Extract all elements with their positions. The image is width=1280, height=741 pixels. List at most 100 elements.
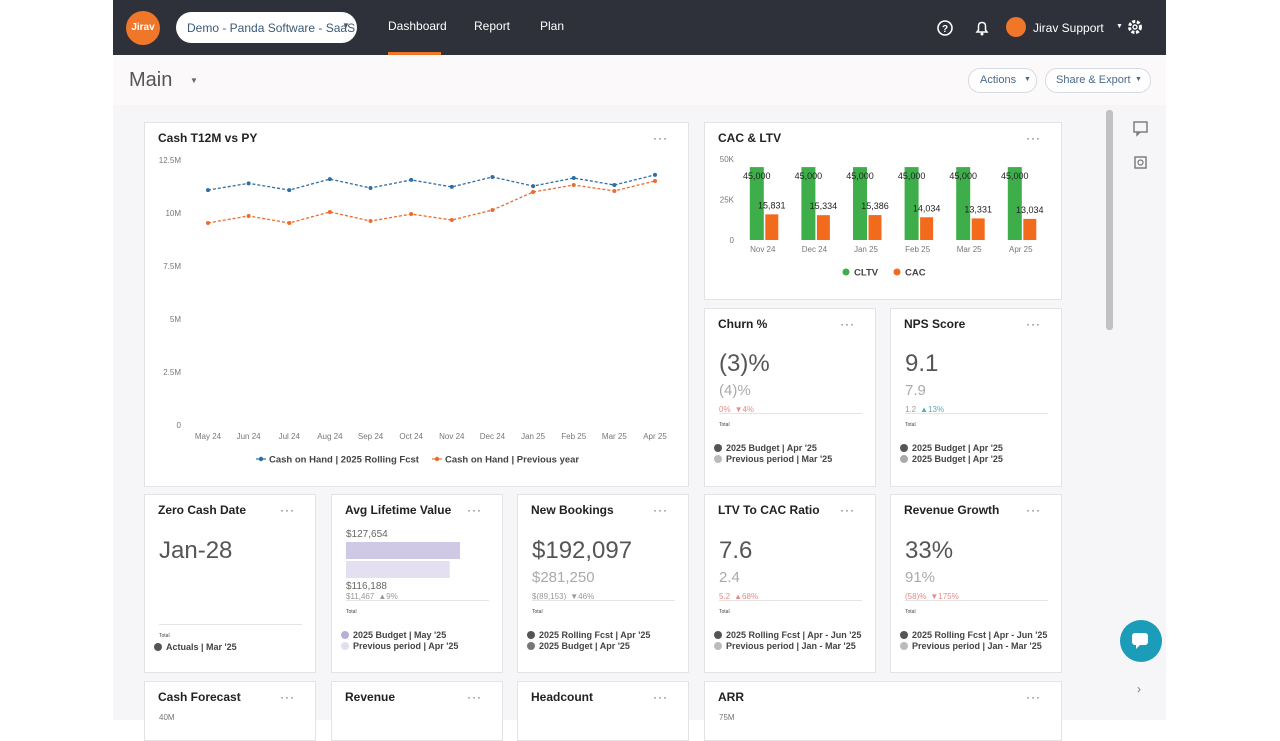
kpi-deltas: 0% ▼4% [719,405,758,414]
bar [749,167,764,240]
legend-item: Previous period | Jan - Mar '25 [714,641,861,652]
widget-menu[interactable]: ··· [1026,690,1041,704]
bar [956,167,971,240]
data-point [327,209,332,214]
legend-dot [341,642,349,650]
data-label: 45,000 [846,171,874,181]
bar [1023,218,1037,240]
page-title[interactable]: Main [129,69,173,91]
widget-title: Cash Forecast [158,690,241,704]
widget-menu[interactable]: ··· [280,503,295,517]
comparison-bar [346,561,450,578]
widget-menu[interactable]: ··· [467,503,482,517]
widget-menu[interactable]: ··· [1026,317,1041,331]
data-point [327,177,332,182]
workspace-name: Demo - Panda Software - SaaS [187,21,356,35]
legend-label: Previous period | Apr '25 [353,641,459,651]
chat-button[interactable] [1120,620,1162,662]
bell-icon[interactable] [972,18,992,38]
legend-dot [434,456,440,462]
data-label: 15,386 [861,201,889,211]
legend-label: 2025 Rolling Fcst | Apr - Jun '25 [726,630,862,640]
kpi-deltas: (58)% ▼175% [905,592,963,601]
data-label: 45,000 [949,171,977,181]
widget-menu[interactable]: ··· [1026,503,1041,517]
avatar[interactable] [1006,17,1026,37]
widget-card: CAC & LTV ··· 0 25K 50K Nov 24 Dec 24 Jan 25 Feb… [704,122,1062,300]
kpi-deltas: $(89,153) ▼46% [532,592,598,601]
widget-menu[interactable]: ··· [653,690,668,704]
total-label: Total [532,609,543,615]
svg-text:?: ? [942,24,948,35]
widget-card: LTV To CAC Ratio ··· 7.6 2.4 5.2 ▲68% Total 202… [704,494,876,673]
widget-card: Revenue ··· [331,681,503,741]
widget-card: NPS Score ··· 9.1 7.9 1.2 ▲13% Total 2025 Budge… [890,308,1062,487]
data-point [368,219,373,224]
data-point [571,176,576,181]
scrollbar[interactable] [1106,110,1113,330]
widget-menu[interactable]: ··· [840,503,855,517]
y-tick-label: 75M [719,713,735,722]
kpi-legend: Actuals | Mar '25 [154,642,237,653]
legend-dot [527,642,535,650]
button-label: Share & Export [1056,74,1131,86]
user-name[interactable]: Jirav Support [1033,21,1104,35]
legend-item: Actuals | Mar '25 [154,642,237,653]
bar [1007,167,1022,240]
data-point [449,184,454,189]
x-tick-label: Mar 25 [957,245,982,254]
nav-tab[interactable]: Dashboard [388,19,447,33]
x-tick-label: Dec 24 [802,245,828,254]
actions-button[interactable]: Actions ▼ [968,68,1037,93]
side-icons[interactable] [1130,118,1152,178]
logo[interactable]: Jirav [126,11,160,45]
y-tick-label: 5M [170,315,181,324]
data-point [531,184,536,189]
y-tick-label: 2.5M [163,368,181,377]
divider [346,600,489,601]
series-line [207,174,656,191]
data-label: 45,000 [743,171,771,181]
kpi-compare: 91% [905,569,936,586]
total-label: Total [905,609,916,615]
x-tick-label: Feb 25 [905,245,930,254]
help-icon[interactable]: ? [935,18,955,38]
data-label: 45,000 [795,171,823,181]
legend-label: Previous period | Jan - Mar '25 [726,641,856,651]
widget-title: Avg Lifetime Value [345,503,452,517]
bar [920,217,934,240]
widget-menu[interactable]: ··· [653,503,668,517]
active-tab-underline [388,52,441,55]
workspace-select[interactable]: Demo - Panda Software - SaaS ▼ [176,12,357,43]
data-point [409,212,414,217]
widget-menu[interactable]: ··· [467,690,482,704]
widget-title: Churn % [718,317,768,331]
data-point [612,183,617,188]
data-label: 15,831 [758,200,786,210]
share-export-button[interactable]: Share & Export ▼ [1045,68,1151,93]
widget-card: Zero Cash Date ··· Jan-28 Total Actuals | Ma… [144,494,316,673]
widget-menu[interactable]: ··· [653,131,668,145]
legend-dot [900,455,908,463]
total-label: Total [905,422,916,428]
widget-menu[interactable]: ··· [280,690,295,704]
settings-icon[interactable] [1125,17,1145,37]
widget-menu[interactable]: ··· [840,317,855,331]
collapse-arrow[interactable]: › [1137,682,1141,696]
legend-dot [842,268,850,276]
legend-label: Cash on Hand | Previous year [445,455,579,466]
bar [904,167,919,240]
widget-title: Cash T12M vs PY [158,131,258,145]
legend-label: Cash on Hand | 2025 Rolling Fcst [269,455,420,466]
caret: ▼ [1116,23,1123,30]
nav-tab[interactable]: Report [474,19,511,33]
widget-card: Cash Forecast ··· 40M [144,681,316,741]
bar-chart: 0 25K 50K Nov 24 Dec 24 Jan 25 Feb 25 Mar 25 Apr… [720,155,1044,279]
x-tick-label: Nov 24 [439,432,465,441]
legend-item: 2025 Budget | Apr '25 [900,454,1003,465]
x-tick-label: Sep 24 [358,432,384,441]
x-tick-label: Dec 24 [480,432,506,441]
x-tick-label: Jun 24 [237,432,262,441]
nav-tab[interactable]: Plan [540,19,565,33]
widget-menu[interactable]: ··· [1026,131,1041,145]
